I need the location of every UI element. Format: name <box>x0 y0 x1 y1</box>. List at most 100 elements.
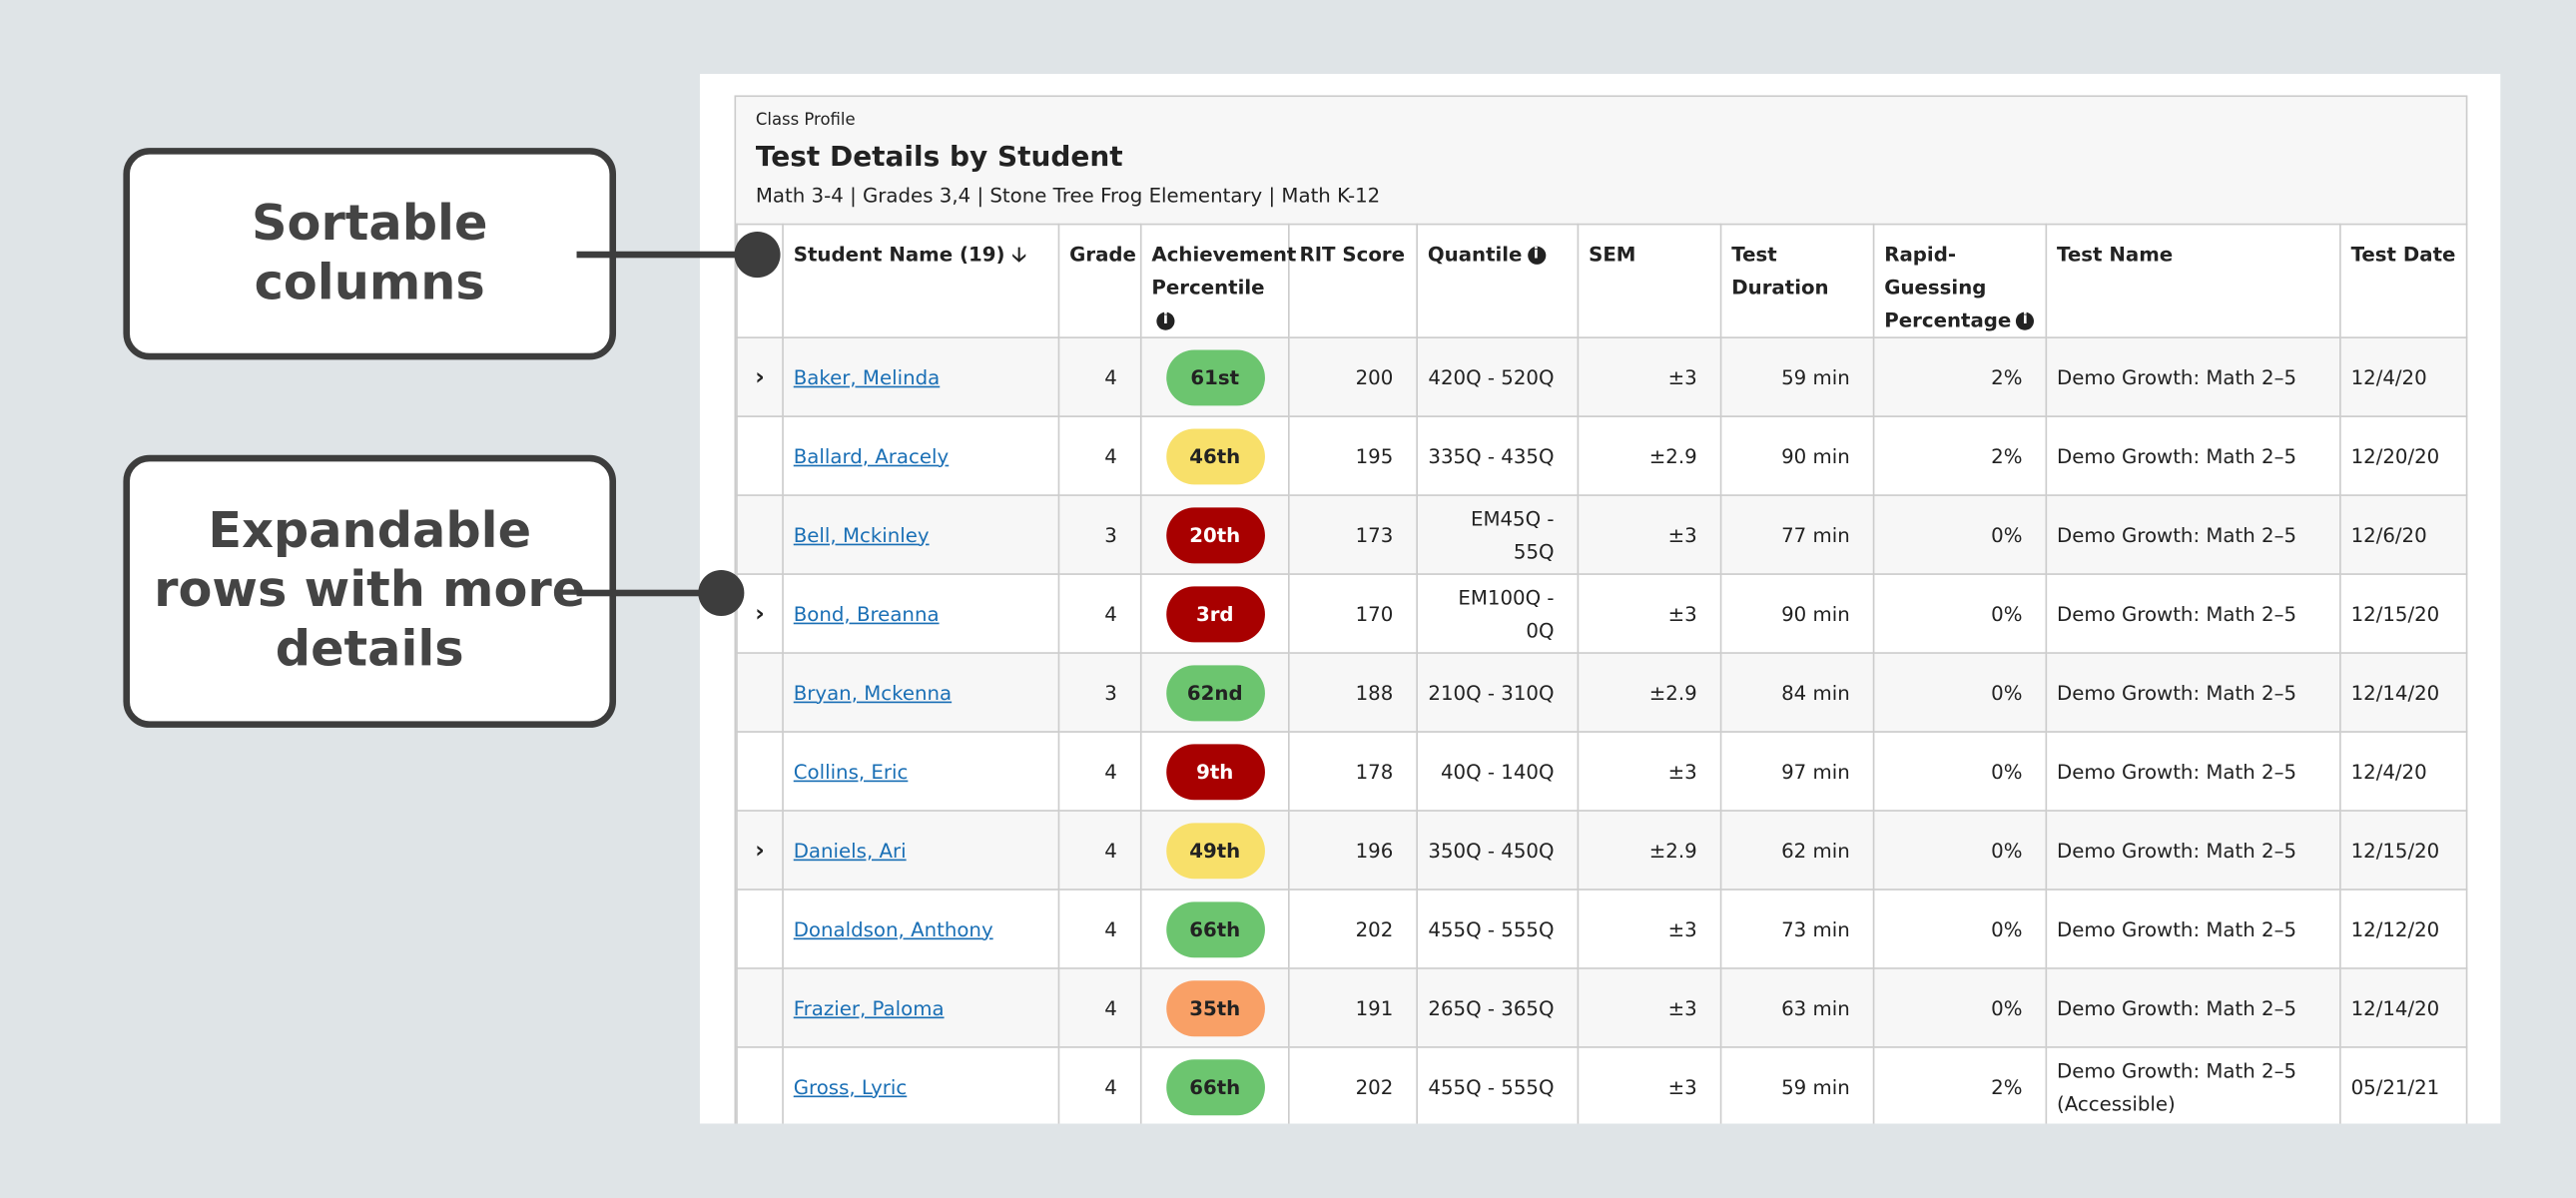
table-cell: 40Q - 140Q <box>1416 731 1580 812</box>
table-cell: Demo Growth: Math 2–5 <box>2045 652 2341 733</box>
table-cell: 05/21/21 <box>2339 1046 2468 1124</box>
column-label: Rapid-Guessing Percentage <box>1884 243 2012 332</box>
table-cell: 84 min <box>1719 652 1875 733</box>
table-cell: ±3 <box>1577 336 1722 417</box>
student-link[interactable]: Bryan, Mckenna <box>793 681 953 705</box>
percentile-badge: 66th <box>1165 1058 1265 1115</box>
table-cell: 4 <box>1057 810 1142 891</box>
table-cell: 3 <box>1057 652 1142 733</box>
table-cell: Demo Growth: Math 2–5 <box>2045 889 2341 969</box>
student-link[interactable]: Daniels, Ari <box>793 838 907 863</box>
column-label: Student Name (19) <box>793 243 1005 267</box>
table-cell: Ballard, Aracely <box>782 415 1060 496</box>
table-cell: 191 <box>1287 967 1418 1048</box>
table-cell: 62 min <box>1719 810 1875 891</box>
percentile-badge: 9th <box>1165 743 1265 800</box>
table-cell: 210Q - 310Q <box>1416 652 1580 733</box>
table-cell: 12/14/20 <box>2339 967 2468 1048</box>
card-header: Class Profile Test Details by Student Ma… <box>736 97 2466 224</box>
expander-cell <box>736 415 784 496</box>
table-cell: 4 <box>1057 1046 1142 1124</box>
table-cell: 12/14/20 <box>2339 652 2468 733</box>
table-cell: ±2.9 <box>1577 810 1722 891</box>
connector-dot <box>734 232 781 279</box>
expander-cell[interactable]: › <box>736 573 784 654</box>
student-link[interactable]: Ballard, Aracely <box>793 444 950 468</box>
column-header[interactable]: Student Name (19) 🡣 <box>782 223 1060 338</box>
column-header[interactable]: RIT Score <box>1287 223 1418 338</box>
table-cell: 35th <box>1139 967 1290 1048</box>
column-label: Test Duration <box>1731 243 1829 300</box>
table-row: Bell, Mckinley 3 20th 173 EM45Q - 55Q ±3 77 mi… <box>736 494 2468 575</box>
table-cell: 170 <box>1287 573 1418 654</box>
table-row: › Daniels, Ari 4 49th 196 350Q - 450Q ±2.9 62 m… <box>736 810 2468 891</box>
table-cell: 2% <box>1872 1046 2048 1124</box>
expander-cell <box>736 494 784 575</box>
table-cell: 0% <box>1872 889 2048 969</box>
info-icon[interactable]: i <box>1156 311 1175 330</box>
table-cell: 77 min <box>1719 494 1875 575</box>
title: Test Details by Student <box>755 141 1123 175</box>
percentile-badge: 35th <box>1165 979 1265 1036</box>
info-icon[interactable]: i <box>1527 246 1546 265</box>
table-row: Frazier, Paloma 4 35th 191 265Q - 365Q ±3 63 m… <box>736 967 2468 1048</box>
table-cell: Bell, Mckinley <box>782 494 1060 575</box>
student-link[interactable]: Bond, Breanna <box>793 602 940 626</box>
table-cell: 12/4/20 <box>2339 731 2468 812</box>
table-cell: 4 <box>1057 889 1142 969</box>
expander-cell <box>736 889 784 969</box>
column-header[interactable]: Rapid-Guessing Percentage i <box>1872 223 2048 338</box>
student-link[interactable]: Donaldson, Anthony <box>793 916 993 940</box>
table-cell: EM45Q - 55Q <box>1416 494 1580 575</box>
column-header[interactable]: Test Date <box>2339 223 2468 338</box>
table-cell: 178 <box>1287 731 1418 812</box>
table-cell: 200 <box>1287 336 1418 417</box>
table-cell: 4 <box>1057 731 1142 812</box>
table-cell: Demo Growth: Math 2–5 <box>2045 967 2341 1048</box>
column-header[interactable]: Test Name <box>2045 223 2341 338</box>
table-cell: EM100Q - 0Q <box>1416 573 1580 654</box>
table-cell: ±3 <box>1577 1046 1722 1124</box>
info-icon[interactable]: i <box>2016 311 2035 330</box>
expander-cell <box>736 967 784 1048</box>
table-cell: 0% <box>1872 494 2048 575</box>
table-cell: 2% <box>1872 336 2048 417</box>
table-cell: 4 <box>1057 573 1142 654</box>
student-link[interactable]: Gross, Lyric <box>793 1074 908 1098</box>
table-cell: 4 <box>1057 967 1142 1048</box>
table-cell: 420Q - 520Q <box>1416 336 1580 417</box>
column-header[interactable]: SEM <box>1577 223 1722 338</box>
expander-cell[interactable]: › <box>736 336 784 417</box>
table-cell: ±3 <box>1577 731 1722 812</box>
percentile-badge: 66th <box>1165 900 1265 957</box>
table-cell: 196 <box>1287 810 1418 891</box>
table-cell: Demo Growth: Math 2–5 <box>2045 336 2341 417</box>
column-header[interactable]: Achievement Percentile i <box>1139 223 1296 338</box>
table-cell: Daniels, Ari <box>782 810 1060 891</box>
column-label: Quantile <box>1427 243 1523 267</box>
column-header[interactable]: Test Duration <box>1719 223 1875 338</box>
column-label: RIT Score <box>1299 243 1406 267</box>
student-link[interactable]: Bell, Mckinley <box>793 523 930 547</box>
column-header[interactable]: Quantile i <box>1416 223 1580 338</box>
table-cell: 9th <box>1139 731 1290 812</box>
table-cell: 265Q - 365Q <box>1416 967 1580 1048</box>
expander-cell[interactable]: › <box>736 810 784 891</box>
table-cell: 0% <box>1872 731 2048 812</box>
student-link[interactable]: Collins, Eric <box>793 759 909 784</box>
table-cell: 97 min <box>1719 731 1875 812</box>
column-label: Test Name <box>2057 243 2174 267</box>
student-link[interactable]: Frazier, Paloma <box>793 995 945 1019</box>
callout: Expandable rows with more details <box>123 454 617 728</box>
table: Student Name (19) 🡣 Grade Achievement Perc… <box>736 223 2468 1124</box>
student-link[interactable]: Baker, Melinda <box>793 365 941 389</box>
table-cell: Donaldson, Anthony <box>782 889 1060 969</box>
table-cell: 173 <box>1287 494 1418 575</box>
table-cell: Demo Growth: Math 2–5 <box>2045 494 2341 575</box>
table-cell: 46th <box>1139 415 1290 496</box>
column-label: Achievement Percentile <box>1151 243 1297 300</box>
column-header[interactable]: Grade <box>1057 223 1142 338</box>
expander-cell <box>736 1046 784 1124</box>
table-cell: 61st <box>1139 336 1290 417</box>
